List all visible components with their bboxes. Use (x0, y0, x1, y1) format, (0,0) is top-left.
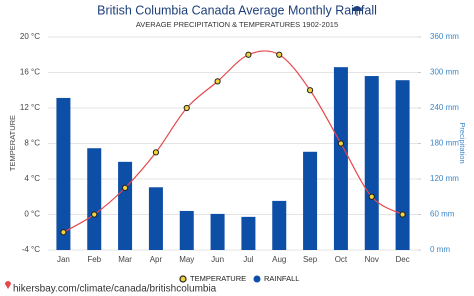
point (214, 78, 221, 85)
point (399, 211, 406, 218)
y-tick-label: -4 °C (22, 245, 41, 254)
y-axis-label: TEMPERATURE (8, 115, 17, 171)
bar (272, 200, 287, 250)
chart-subtitle: AVERAGE PRECIPITATION & TEMPERATURES 190… (136, 20, 338, 29)
y2-tick-label: 300 mm (430, 68, 459, 77)
x-tick-label: Mar (118, 255, 132, 264)
point (245, 51, 252, 58)
bar (333, 67, 348, 250)
bar (395, 80, 410, 250)
y2-tick-label: 0 mm (430, 245, 450, 254)
temperature-line (63, 50, 403, 233)
x-tick-label: Aug (272, 255, 286, 264)
x-tick-label: Sep (303, 255, 318, 264)
x-tick-label: Jun (211, 255, 224, 264)
point (368, 193, 375, 200)
point (121, 184, 129, 191)
point (152, 149, 160, 156)
x-tick-label: Feb (87, 255, 101, 264)
umbrella-icon (352, 6, 362, 16)
x-tick-label: Jul (243, 255, 253, 264)
y2-tick-label: 60 mm (430, 210, 455, 219)
y-tick-label: 0 °C (24, 210, 40, 219)
pin-icon (5, 281, 11, 289)
point (60, 229, 67, 236)
legend-marker (253, 275, 261, 283)
point (276, 51, 283, 58)
legend-label: RAINFALL (264, 274, 299, 283)
x-tick-label: Dec (395, 255, 409, 264)
x-tick-label: Jan (57, 255, 70, 264)
y-tick-label: 16 °C (20, 68, 40, 77)
bar (241, 216, 256, 250)
x-tick-label: Oct (335, 255, 348, 264)
bar (303, 151, 318, 250)
point (306, 87, 314, 94)
y2-axis-label: Precipitation (458, 122, 467, 163)
point (91, 211, 98, 218)
y-tick-label: 4 °C (24, 174, 40, 183)
legend-label: TEMPERATURE (190, 274, 246, 283)
y-tick-label: 20 °C (20, 32, 40, 41)
y2-tick-label: 360 mm (430, 32, 459, 41)
bar (179, 210, 194, 250)
x-tick-label: May (179, 255, 194, 264)
legend-marker (179, 275, 187, 283)
x-tick-label: Apr (150, 255, 163, 264)
point (337, 140, 345, 147)
bar (56, 97, 71, 250)
x-tick-label: Nov (365, 255, 379, 264)
bar (210, 213, 225, 250)
bar (364, 76, 379, 250)
bar (87, 148, 102, 250)
point (183, 104, 190, 112)
y2-tick-label: 180 mm (430, 139, 459, 148)
bar (118, 161, 133, 250)
y2-tick-label: 240 mm (430, 103, 459, 112)
y2-tick-label: 120 mm (430, 174, 459, 183)
bar (148, 187, 163, 250)
footer[interactable]: hikersbay.com/climate/canada/britishcolu… (13, 284, 217, 295)
y-tick-label: 8 °C (24, 139, 40, 148)
chart-title: British Columbia Canada Average Monthly … (97, 3, 377, 17)
y-tick-label: 12 °C (20, 103, 40, 112)
